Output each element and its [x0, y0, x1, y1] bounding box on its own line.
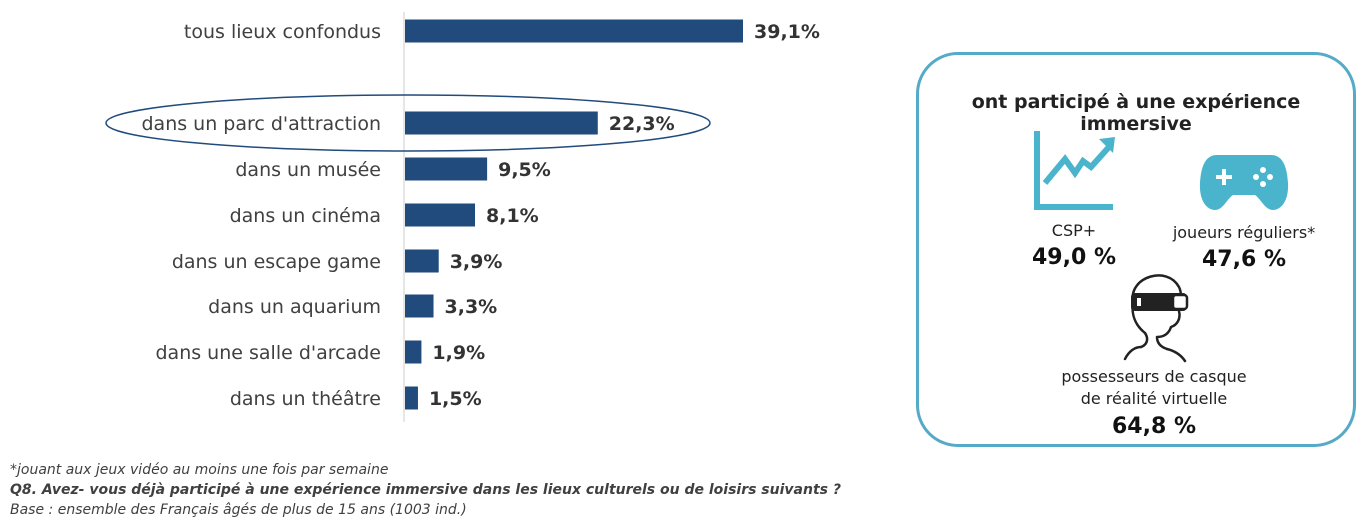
immersive-panel: ont participé à une expérience immersive…	[916, 52, 1356, 447]
question-text: Q8. Avez- vous déjà participé à une expé…	[10, 482, 841, 498]
value-label: 39,1%	[754, 21, 820, 43]
bar	[405, 203, 476, 227]
bar-chart: tous lieux confondus 39,1% dans un parc d'…	[105, 12, 820, 422]
vr-label-line2: de réalité virtuelle	[1080, 389, 1228, 408]
bar	[405, 157, 488, 181]
gamers-label: joueurs réguliers*	[1172, 223, 1316, 242]
vr-label-line1: possesseurs de casque	[1061, 367, 1247, 386]
value-label: 3,9%	[450, 251, 503, 273]
notes: *jouant aux jeux vidéo au moins une fois…	[10, 460, 841, 520]
category-label: dans un escape game	[172, 251, 381, 273]
csp-value: 49,0 %	[1032, 245, 1116, 270]
bar	[405, 340, 422, 364]
value-label: 22,3%	[609, 113, 675, 135]
line-chart-icon	[1034, 131, 1115, 210]
value-label: 1,9%	[432, 342, 485, 364]
bar	[405, 386, 418, 410]
bar	[405, 294, 434, 318]
footnote: *jouant aux jeux vidéo au moins une fois…	[10, 462, 389, 478]
category-label: dans un musée	[235, 159, 381, 181]
category-label: dans un cinéma	[230, 205, 381, 227]
bar	[405, 111, 598, 135]
value-label: 8,1%	[486, 205, 539, 227]
highlight-ellipse	[105, 94, 711, 152]
category-label: dans un théâtre	[230, 388, 381, 410]
vr-value: 64,8 %	[1112, 414, 1196, 439]
vr-headset-icon	[1123, 274, 1189, 363]
category-label: dans un aquarium	[208, 296, 381, 318]
value-label: 1,5%	[429, 388, 482, 410]
bar	[405, 19, 743, 43]
gamepad-icon	[1199, 155, 1289, 210]
category-label: tous lieux confondus	[184, 21, 381, 43]
csp-label: CSP+	[1051, 221, 1097, 240]
category-label: dans une salle d'arcade	[156, 342, 382, 364]
bar	[405, 249, 439, 273]
value-label: 9,5%	[498, 159, 551, 181]
panel-title: ont participé à une expérience immersive	[971, 91, 1301, 135]
gamers-value: 47,6 %	[1202, 247, 1286, 272]
base-text: Base : ensemble des Français âgés de plu…	[10, 502, 467, 518]
category-label: dans un parc d'attraction	[141, 113, 381, 135]
value-label: 3,3%	[445, 296, 498, 318]
